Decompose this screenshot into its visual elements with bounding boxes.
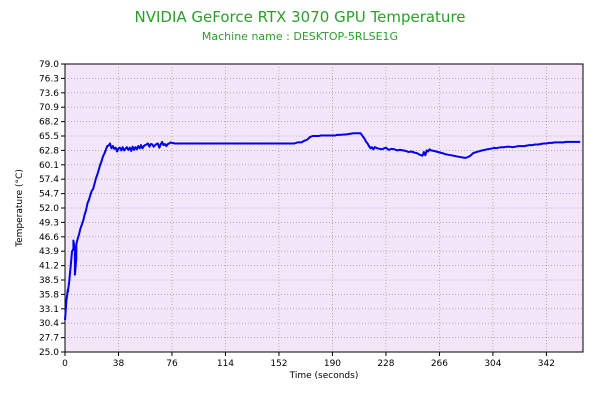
y-tick-label: 62.8 — [39, 146, 59, 156]
y-tick-label: 52.0 — [39, 204, 59, 214]
x-tick-label: 0 — [62, 359, 68, 369]
chart-title: NVIDIA GeForce RTX 3070 GPU Temperature — [134, 8, 465, 26]
y-tick-label: 49.3 — [39, 218, 59, 228]
y-tick-label: 65.5 — [39, 132, 59, 142]
y-tick-label: 57.4 — [39, 175, 59, 185]
x-tick-label: 266 — [431, 359, 448, 369]
y-tick-label: 41.2 — [39, 262, 59, 272]
y-tick-label: 79.0 — [39, 60, 59, 70]
y-tick-label: 70.9 — [39, 103, 59, 113]
y-tick-label: 54.7 — [39, 190, 59, 200]
x-tick-label: 114 — [217, 359, 234, 369]
x-tick-label: 190 — [324, 359, 341, 369]
y-tick-label: 46.6 — [39, 233, 59, 243]
x-tick-label: 152 — [270, 359, 287, 369]
x-tick-label: 38 — [113, 359, 125, 369]
x-tick-label: 342 — [538, 359, 555, 369]
x-tick-label: 304 — [484, 359, 501, 369]
y-tick-label: 35.8 — [39, 290, 59, 300]
grid — [65, 64, 583, 352]
y-tick-label: 76.3 — [39, 74, 59, 84]
y-tick-label: 43.9 — [39, 247, 59, 257]
y-axis-label: Temperature (°C) — [15, 169, 25, 248]
series-line-0 — [64, 132, 581, 321]
y-tick-label: 30.4 — [39, 319, 59, 329]
x-tick-label: 76 — [166, 359, 178, 369]
x-tick-label: 228 — [377, 359, 394, 369]
y-tick-label: 60.1 — [39, 161, 59, 171]
series-group — [64, 132, 581, 321]
y-tick-label: 33.1 — [39, 305, 59, 315]
y-tick-label: 25.0 — [39, 348, 59, 358]
y-axis: 25.0 27.7 30.4 33.1 35.8 38.5 41.2 43.9 46.6 49.3… — [39, 60, 65, 358]
y-tick-label: 27.7 — [39, 334, 59, 344]
x-axis: 0 38 76 114 152 190 228 266 304 342 — [62, 352, 555, 369]
chart-subtitle: Machine name : DESKTOP-5RLSE1G — [202, 30, 398, 43]
y-tick-label: 73.6 — [39, 89, 59, 99]
x-axis-label: Time (seconds) — [289, 371, 359, 381]
y-tick-label: 38.5 — [39, 276, 59, 286]
y-tick-label: 68.2 — [39, 118, 59, 128]
